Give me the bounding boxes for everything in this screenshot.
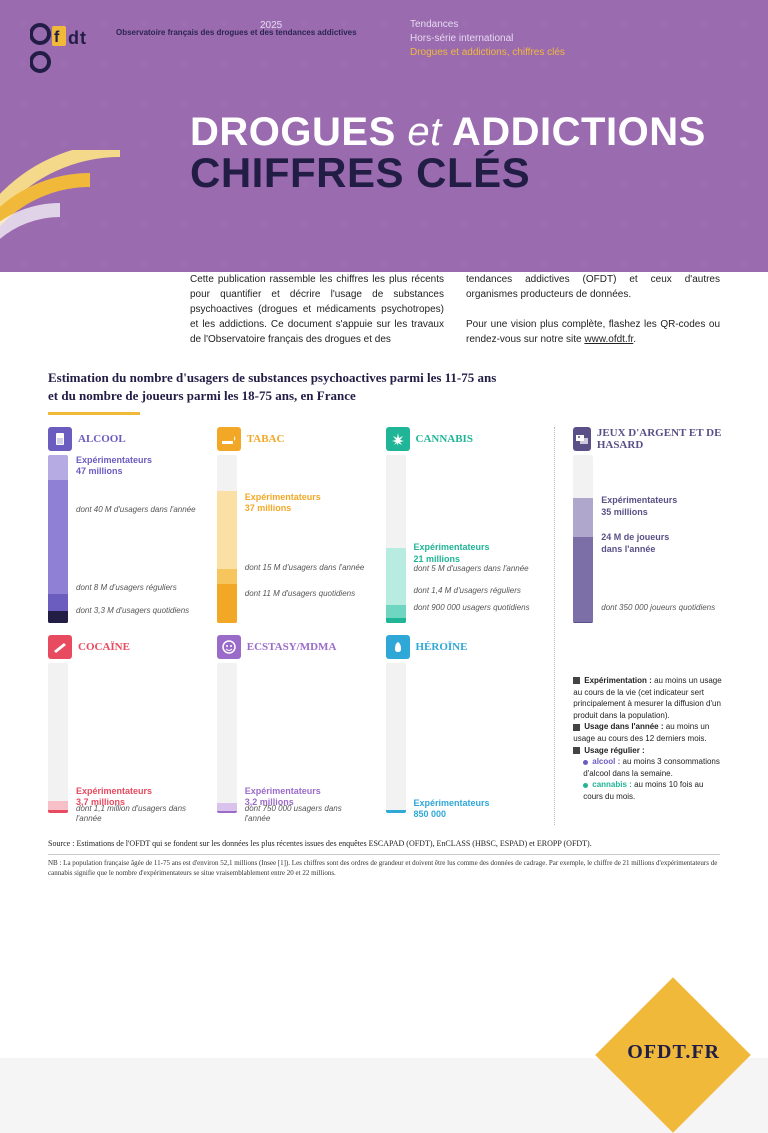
hero-banner: f d t Observatoire français des drogues … bbox=[0, 0, 768, 290]
legend: Expérimentation : au moins un usage au c… bbox=[573, 635, 724, 803]
card-title: HÉROÏNE bbox=[416, 641, 468, 653]
alcool-bar bbox=[48, 455, 68, 623]
card-title: TABAC bbox=[247, 433, 285, 445]
cannabis-labels: Expérimentateurs21 millionsdont 5 M d'us… bbox=[414, 455, 537, 623]
svg-text:f: f bbox=[54, 29, 60, 46]
cannabis-bar bbox=[386, 455, 406, 623]
heading-rule bbox=[48, 412, 140, 415]
ecstasy-labels: Expérimentateurs3,2 millionsdont 750 000… bbox=[245, 663, 368, 813]
card-title: ECSTASY/MDMA bbox=[247, 641, 337, 653]
cannabis-icon bbox=[386, 427, 410, 451]
year: 2025 bbox=[260, 20, 282, 31]
tabac-labels: Expérimentateurs37 millionsdont 15 M d'u… bbox=[245, 455, 368, 623]
svg-text:t: t bbox=[80, 28, 86, 48]
col-3: CANNABIS Expérimentateurs21 millionsdont… bbox=[386, 427, 537, 825]
card-jeux: JEUX D'ARGENT ET DE HASARD Expérimentate… bbox=[573, 427, 724, 623]
jeux-icon bbox=[573, 427, 591, 451]
card-cannabis: CANNABIS Expérimentateurs21 millionsdont… bbox=[386, 427, 537, 623]
card-title: CANNABIS bbox=[416, 433, 473, 445]
page-title: DROGUES et ADDICTIONS CHIFFRES CLÉS bbox=[190, 110, 706, 197]
meta-line-1: Tendances bbox=[410, 18, 565, 32]
tabac-bar bbox=[217, 455, 237, 623]
card-title: ALCOOL bbox=[78, 433, 126, 445]
card-title: COCAÏNE bbox=[78, 641, 130, 653]
meta-line-2: Hors-série international bbox=[410, 32, 565, 46]
title-word-et: et bbox=[407, 110, 441, 154]
logo-row: f d t Observatoire français des drogues … bbox=[30, 22, 738, 80]
card-title: JEUX D'ARGENT ET DE HASARD bbox=[597, 427, 724, 451]
footer-url: OFDT.FR bbox=[627, 1041, 720, 1064]
title-word-2: ADDICTIONS bbox=[452, 110, 706, 154]
col-4: JEUX D'ARGENT ET DE HASARD Expérimentate… bbox=[554, 427, 724, 825]
heroine-labels: Expérimentateurs850 000 bbox=[414, 663, 537, 813]
intro-text: Cette publication rassemble les chiffres… bbox=[0, 272, 768, 347]
site-link[interactable]: www.ofdt.fr bbox=[584, 334, 633, 345]
alcool-icon bbox=[48, 427, 72, 451]
card-heroine: HÉROÏNE Expérimentateurs850 000 bbox=[386, 635, 537, 813]
cocaine-bar bbox=[48, 663, 68, 813]
cocaine-icon bbox=[48, 635, 72, 659]
jeux-labels: Expérimentateurs35 millions24 M de joueu… bbox=[601, 455, 724, 623]
intro-col2: tendances addictives (OFDT) et ceux d'au… bbox=[466, 272, 720, 347]
meta-block: Tendances Hors-série international Drogu… bbox=[410, 18, 565, 60]
svg-text:d: d bbox=[68, 28, 79, 48]
ofdt-logo: f d t bbox=[30, 22, 102, 80]
tabac-icon bbox=[217, 427, 241, 451]
estimation-heading: Estimation du nombre d'usagers de substa… bbox=[0, 347, 768, 406]
title-word-1: DROGUES bbox=[190, 110, 396, 154]
org-name: Observatoire français des drogues et des… bbox=[116, 28, 357, 38]
col-2: TABAC Expérimentateurs37 millionsdont 15… bbox=[217, 427, 368, 825]
source-text: Source : Estimations de l'OFDT qui se fo… bbox=[0, 825, 768, 850]
ecstasy-icon bbox=[217, 635, 241, 659]
nb-text: NB : La population française âgée de 11-… bbox=[48, 854, 720, 878]
heroine-icon bbox=[386, 635, 410, 659]
card-alcool: ALCOOL Expérimentateurs47 millionsdont 4… bbox=[48, 427, 199, 623]
alcool-labels: Expérimentateurs47 millionsdont 40 M d'u… bbox=[76, 455, 199, 623]
page: f d t Observatoire français des drogues … bbox=[0, 0, 768, 1058]
intro-col1: Cette publication rassemble les chiffres… bbox=[190, 272, 444, 347]
ecstasy-bar bbox=[217, 663, 237, 813]
card-ecstasy: ECSTASY/MDMA Expérimentateurs3,2 million… bbox=[217, 635, 368, 813]
card-cocaine: COCAÏNE Expérimentateurs3,7 millionsdont… bbox=[48, 635, 199, 813]
footer-badge: OFDT.FR bbox=[588, 970, 738, 1070]
card-tabac: TABAC Expérimentateurs37 millionsdont 15… bbox=[217, 427, 368, 623]
jeux-bar bbox=[573, 455, 593, 623]
meta-line-3: Drogues et addictions, chiffres clés bbox=[410, 46, 565, 60]
cocaine-labels: Expérimentateurs3,7 millionsdont 1,1 mil… bbox=[76, 663, 199, 813]
heroine-bar bbox=[386, 663, 406, 813]
col-1: ALCOOL Expérimentateurs47 millionsdont 4… bbox=[48, 427, 199, 825]
subtitle: CHIFFRES CLÉS bbox=[190, 149, 706, 197]
substance-grid: ALCOOL Expérimentateurs47 millionsdont 4… bbox=[0, 427, 768, 825]
